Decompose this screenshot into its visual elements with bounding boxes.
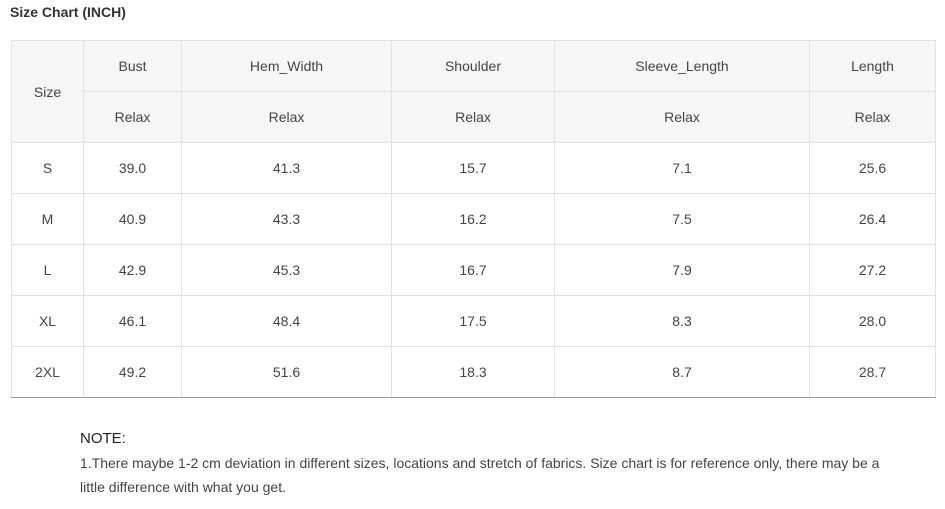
table-cell: 43.3 bbox=[181, 193, 392, 245]
size-chart-table: Size Bust Hem_Width Shoulder Sleeve_Leng… bbox=[11, 40, 936, 398]
table-cell: 26.4 bbox=[809, 193, 936, 245]
header-length: Length bbox=[809, 40, 936, 92]
table-row: S 39.0 41.3 15.7 7.1 25.6 bbox=[11, 142, 936, 194]
table-cell: 25.6 bbox=[809, 142, 936, 194]
table-cell: 48.4 bbox=[181, 295, 392, 347]
table-cell: 46.1 bbox=[83, 295, 182, 347]
subheader-cell: Relax bbox=[809, 91, 936, 143]
note-section: NOTE: 1.There maybe 1-2 cm deviation in … bbox=[80, 428, 880, 499]
subheader-cell: Relax bbox=[554, 91, 810, 143]
table-cell: 27.2 bbox=[809, 244, 936, 296]
size-cell: S bbox=[11, 142, 84, 194]
table-cell: 15.7 bbox=[391, 142, 555, 194]
size-cell: XL bbox=[11, 295, 84, 347]
table-cell: 49.2 bbox=[83, 346, 182, 398]
header-hem-width: Hem_Width bbox=[181, 40, 392, 92]
table-cell: 8.7 bbox=[554, 346, 810, 398]
table-cell: 17.5 bbox=[391, 295, 555, 347]
note-title: NOTE: bbox=[80, 430, 126, 447]
table-cell: 39.0 bbox=[83, 142, 182, 194]
subheader-cell: Relax bbox=[391, 91, 555, 143]
header-shoulder: Shoulder bbox=[391, 40, 555, 92]
subheader-cell: Relax bbox=[83, 91, 182, 143]
header-row: Size Bust Hem_Width Shoulder Sleeve_Leng… bbox=[11, 40, 936, 143]
table-row: L 42.9 45.3 16.7 7.9 27.2 bbox=[11, 244, 936, 296]
table-row: M 40.9 43.3 16.2 7.5 26.4 bbox=[11, 193, 936, 245]
table-cell: 16.2 bbox=[391, 193, 555, 245]
size-cell: 2XL bbox=[11, 346, 84, 398]
table-cell: 42.9 bbox=[83, 244, 182, 296]
subheader-row: Relax Relax Relax Relax Relax bbox=[12, 91, 936, 143]
table-cell: 51.6 bbox=[181, 346, 392, 398]
note-text: 1.There maybe 1-2 cm deviation in differ… bbox=[80, 455, 880, 495]
table-cell: 45.3 bbox=[181, 244, 392, 296]
table-cell: 18.3 bbox=[391, 346, 555, 398]
table-cell: 41.3 bbox=[181, 142, 392, 194]
size-cell: L bbox=[11, 244, 84, 296]
size-chart-title: Size Chart (INCH) bbox=[10, 4, 126, 20]
header-bust: Bust bbox=[83, 40, 182, 92]
header-sleeve-length: Sleeve_Length bbox=[554, 40, 810, 92]
header-size: Size bbox=[11, 40, 84, 143]
table-row: 2XL 49.2 51.6 18.3 8.7 28.7 bbox=[11, 346, 936, 398]
table-cell: 28.7 bbox=[809, 346, 936, 398]
table-cell: 16.7 bbox=[391, 244, 555, 296]
table-cell: 28.0 bbox=[809, 295, 936, 347]
table-cell: 7.1 bbox=[554, 142, 810, 194]
table-row: XL 46.1 48.4 17.5 8.3 28.0 bbox=[11, 295, 936, 347]
table-cell: 40.9 bbox=[83, 193, 182, 245]
subheader-cell: Relax bbox=[181, 91, 392, 143]
table-cell: 8.3 bbox=[554, 295, 810, 347]
size-cell: M bbox=[11, 193, 84, 245]
table-cell: 7.9 bbox=[554, 244, 810, 296]
table-cell: 7.5 bbox=[554, 193, 810, 245]
